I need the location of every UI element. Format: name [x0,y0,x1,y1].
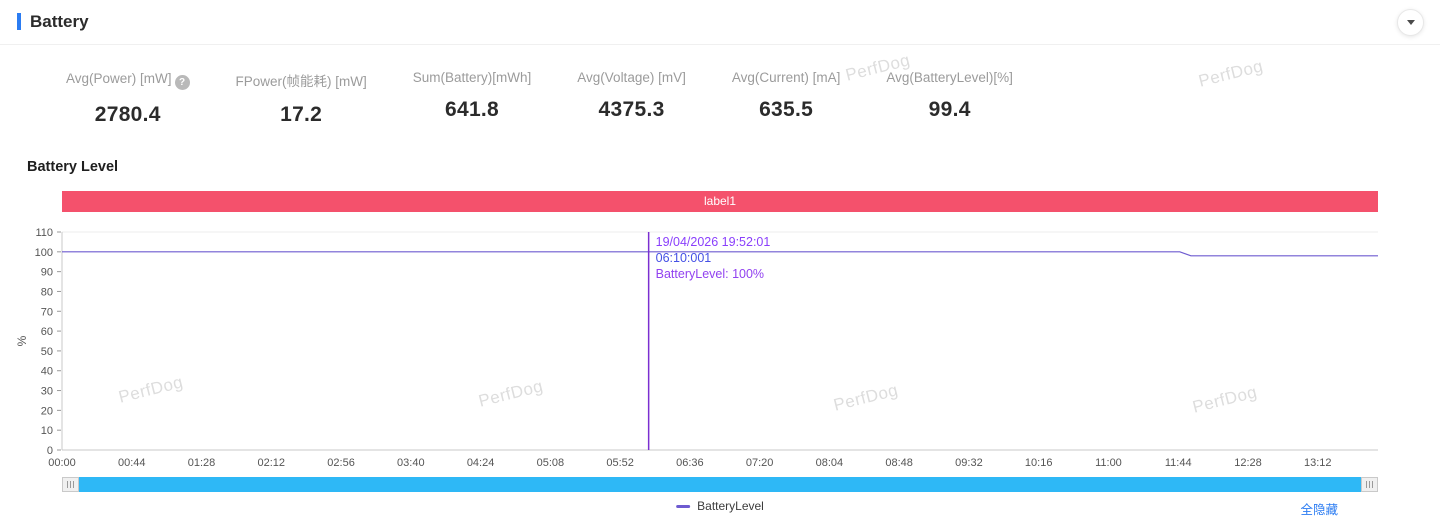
stat-avg-power: Avg(Power) [mW]? 2780.4 [66,70,190,127]
panel-accent-bar [17,13,21,30]
x-tick-label: 08:04 [816,457,844,469]
stat-label: Avg(Voltage) [mV] [577,70,686,85]
y-tick-label: 30 [41,386,53,398]
y-tick-label: 60 [41,326,53,338]
stat-value: 641.8 [444,98,500,121]
y-tick-label: 40 [41,366,53,378]
drag-handle-icon [67,481,74,488]
y-tick-label: 90 [41,267,53,279]
x-tick-label: 00:00 [48,457,76,469]
stat-label: Avg(Current) [mA] [731,70,841,85]
collapse-panel-button[interactable] [1397,9,1424,36]
cursor-tooltip-line: 19/04/2026 19:52:01 [656,235,771,249]
x-tick-label: 03:40 [397,457,425,469]
x-tick-label: 00:44 [118,457,146,469]
x-tick-label: 08:48 [885,457,913,469]
x-tick-label: 05:52 [606,457,634,469]
y-tick-label: 80 [41,286,53,298]
y-axis-label: % [15,335,29,346]
drag-handle-icon [1366,481,1373,488]
page-title: Battery [30,12,89,31]
stat-fpower: FPower(帧能耗) [mW] 17.2 [236,70,367,127]
x-tick-label: 02:12 [258,457,286,469]
stat-value: 99.4 [928,98,971,121]
y-tick-label: 70 [41,306,53,318]
chart-scrollbar[interactable] [62,477,1378,492]
x-tick-label: 13:12 [1304,457,1332,469]
stat-sum-battery: Sum(Battery)[mWh] 641.8 [413,70,532,127]
stat-value: 635.5 [759,98,814,121]
series-color-marker [676,504,691,508]
perfdog-watermark: PerfDog [1196,56,1266,91]
x-tick-label: 01:28 [188,457,216,469]
chart-label-band[interactable]: label1 [62,191,1378,212]
legend-row: BatteryLevel 全隐藏 [0,499,1440,517]
x-tick-label: 06:36 [676,457,704,469]
battery-level-chart[interactable]: 0 10 20 30 40 50 60 70 80 90 100 110% 00:00 00:44 01:2… [0,212,1440,474]
y-tick-label: 0 [47,445,53,457]
y-tick-label: 110 [35,227,53,239]
stat-label: Avg(BatteryLevel)[%] [886,70,1013,85]
stat-value: 4375.3 [598,98,665,121]
legend-item-batterylevel[interactable]: BatteryLevel [676,499,764,513]
stats-row: Avg(Power) [mW]? 2780.4 FPower(帧能耗) [mW]… [66,70,1013,127]
stat-label: Avg(Power) [mW] [66,71,172,86]
stat-label: FPower(帧能耗) [mW] [235,74,367,89]
x-tick-label: 10:16 [1025,457,1053,469]
stat-value: 2780.4 [94,103,161,126]
cursor-tooltip-line: 06:10:001 [656,251,712,265]
cursor-tooltip-line: BatteryLevel: 100% [656,267,764,281]
x-tick-label: 07:20 [746,457,774,469]
stat-avg-voltage: Avg(Voltage) [mV] 4375.3 [577,70,686,127]
scrollbar-range[interactable] [79,477,1361,492]
y-tick-label: 10 [41,425,53,437]
hide-all-link[interactable]: 全隐藏 [1300,503,1338,517]
x-tick-label: 05:08 [537,457,565,469]
section-title-battery-level: Battery Level [27,159,119,175]
x-tick-label: 09:32 [955,457,983,469]
y-tick-label: 100 [35,247,53,259]
scrollbar-right-handle[interactable] [1361,477,1378,492]
series-line-batterylevel [62,251,1378,257]
x-tick-label: 02:56 [327,457,355,469]
stat-value: 17.2 [280,103,323,126]
stat-avg-current: Avg(Current) [mA] 635.5 [732,70,841,127]
x-tick-label: 11:44 [1165,457,1192,469]
x-tick-label: 04:24 [467,457,495,469]
stat-avg-battery-level: Avg(BatteryLevel)[%] 99.4 [886,70,1013,127]
stat-label: Sum(Battery)[mWh] [412,70,532,85]
y-tick-label: 50 [41,346,53,358]
legend-label: BatteryLevel [697,499,764,513]
x-tick-label: 11:00 [1095,457,1122,469]
chevron-down-icon [1406,20,1415,25]
x-tick-label: 12:28 [1234,457,1262,469]
help-icon[interactable]: ? [174,75,190,90]
panel-header: Battery [0,0,1440,45]
scrollbar-left-handle[interactable] [62,477,79,492]
y-tick-label: 20 [41,405,53,417]
